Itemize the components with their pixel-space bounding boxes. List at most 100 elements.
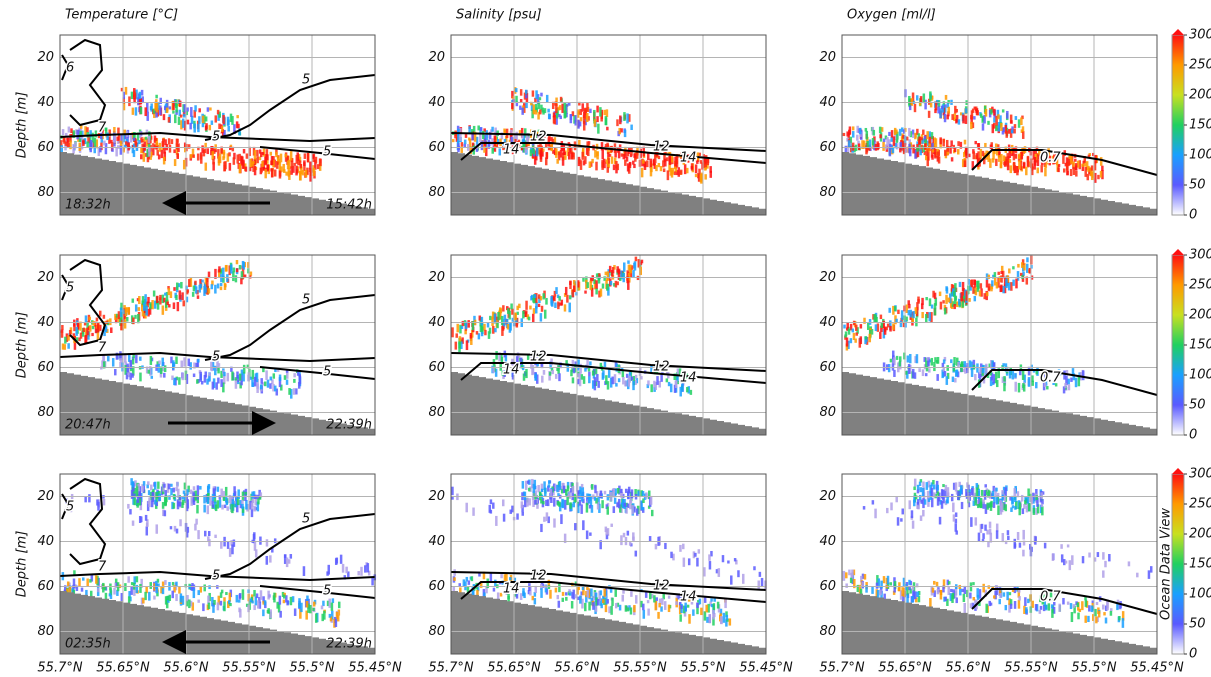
echo — [851, 569, 854, 580]
echo — [1000, 502, 1004, 513]
echo — [144, 514, 148, 521]
echo — [91, 134, 95, 143]
y-tick-label: 80 — [819, 185, 836, 200]
echo — [138, 140, 141, 145]
echo — [90, 574, 94, 582]
echo — [724, 599, 727, 609]
echo — [285, 171, 288, 176]
echo — [210, 361, 213, 371]
echo — [958, 281, 962, 288]
echo — [894, 142, 897, 149]
contour-label: 7 — [98, 121, 107, 136]
echo — [550, 142, 554, 152]
echo — [238, 128, 241, 136]
echo — [979, 367, 982, 375]
echo — [233, 124, 236, 135]
echo — [228, 146, 232, 151]
echo — [559, 96, 563, 102]
echo — [696, 557, 699, 567]
echo — [918, 481, 922, 486]
echo — [654, 543, 658, 550]
y-tick-label: 60 — [428, 360, 445, 375]
echo — [177, 116, 181, 125]
echo — [1018, 507, 1021, 516]
echo — [143, 137, 146, 142]
echo — [1001, 490, 1004, 495]
echo — [181, 502, 184, 508]
echo — [857, 143, 861, 151]
echo — [148, 147, 151, 152]
echo — [938, 516, 942, 525]
echo — [141, 96, 144, 103]
echo — [139, 107, 143, 115]
echo — [669, 383, 673, 393]
echo — [659, 166, 663, 172]
echo — [1027, 366, 1031, 376]
echo — [597, 496, 600, 506]
echo — [928, 312, 931, 322]
echo — [214, 284, 217, 294]
echo — [219, 592, 223, 598]
echo — [223, 164, 227, 172]
echo — [471, 586, 475, 597]
echo — [149, 355, 153, 365]
echo — [476, 585, 480, 592]
contour-label: 7 — [98, 341, 107, 356]
echo — [241, 589, 245, 593]
echo — [257, 600, 260, 609]
echo — [634, 550, 638, 557]
echo — [128, 96, 131, 107]
echo — [895, 143, 899, 150]
echo — [462, 579, 466, 587]
echo — [468, 138, 472, 148]
echo — [178, 290, 182, 300]
echo — [949, 293, 952, 304]
echo — [516, 513, 519, 520]
echo — [990, 109, 993, 115]
echo — [1009, 599, 1013, 606]
echo — [617, 150, 621, 159]
echo — [204, 116, 208, 122]
echo — [954, 512, 958, 517]
echo — [163, 372, 166, 378]
echo — [697, 173, 700, 179]
echo — [904, 320, 907, 328]
echo — [246, 364, 250, 369]
echo — [658, 380, 661, 388]
echo — [155, 103, 159, 113]
echo — [221, 130, 225, 136]
echo — [538, 97, 542, 101]
echo — [919, 96, 923, 103]
echo — [962, 368, 965, 373]
echo — [138, 486, 142, 496]
echo — [977, 503, 980, 509]
echo — [1052, 160, 1055, 165]
echo — [1001, 109, 1005, 113]
echo — [648, 490, 651, 500]
echo — [1008, 370, 1012, 379]
echo — [286, 155, 289, 165]
echo — [252, 162, 255, 172]
echo — [624, 605, 628, 612]
echo — [654, 600, 658, 611]
echo — [95, 317, 99, 322]
echo — [520, 501, 524, 509]
echo — [679, 614, 682, 622]
echo — [973, 279, 976, 286]
echo — [640, 259, 644, 264]
echo — [1010, 120, 1013, 124]
echo — [216, 283, 220, 289]
echo — [974, 496, 977, 506]
echo — [172, 487, 175, 493]
echo — [288, 388, 291, 395]
echo — [985, 273, 989, 280]
echo — [552, 112, 556, 118]
echo — [519, 593, 523, 600]
echo — [916, 502, 920, 506]
echo — [228, 592, 232, 602]
echo — [849, 142, 852, 146]
echo — [131, 358, 135, 365]
echo — [224, 495, 228, 503]
echo — [589, 161, 593, 167]
colorbar-tick-label: 100 — [1189, 148, 1211, 163]
